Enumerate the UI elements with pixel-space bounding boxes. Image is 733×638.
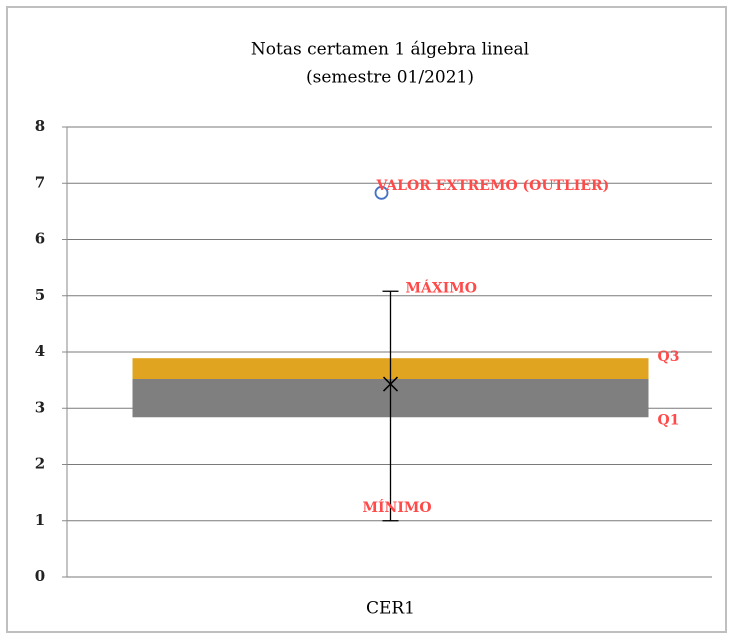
y-tick-label: 0 <box>35 567 45 585</box>
y-tick-label: 7 <box>35 173 45 191</box>
y-tick-label: 8 <box>35 117 45 135</box>
annotation: VALOR EXTREMO (OUTLIER) <box>376 178 610 194</box>
chart-subtitle: (semestre 01/2021) <box>306 68 474 88</box>
annotation: MÁXIMO <box>406 278 477 296</box>
annotation: MÍNIMO <box>363 498 432 516</box>
y-tick-label: 4 <box>35 342 45 360</box>
y-tick-label: 1 <box>35 511 45 529</box>
y-tick-label: 3 <box>35 398 45 416</box>
x-tick-label: CER1 <box>366 599 415 619</box>
mean-marker <box>382 376 399 392</box>
y-tick-label: 2 <box>35 455 45 473</box>
y-tick-label: 6 <box>35 230 45 248</box>
chart-title: Notas certamen 1 álgebra lineal <box>251 40 529 60</box>
chart-border <box>6 6 727 633</box>
annotation: Q1 <box>658 412 680 428</box>
y-tick-label: 5 <box>35 286 45 304</box>
outlier <box>374 185 389 200</box>
annotation: Q3 <box>658 349 680 365</box>
